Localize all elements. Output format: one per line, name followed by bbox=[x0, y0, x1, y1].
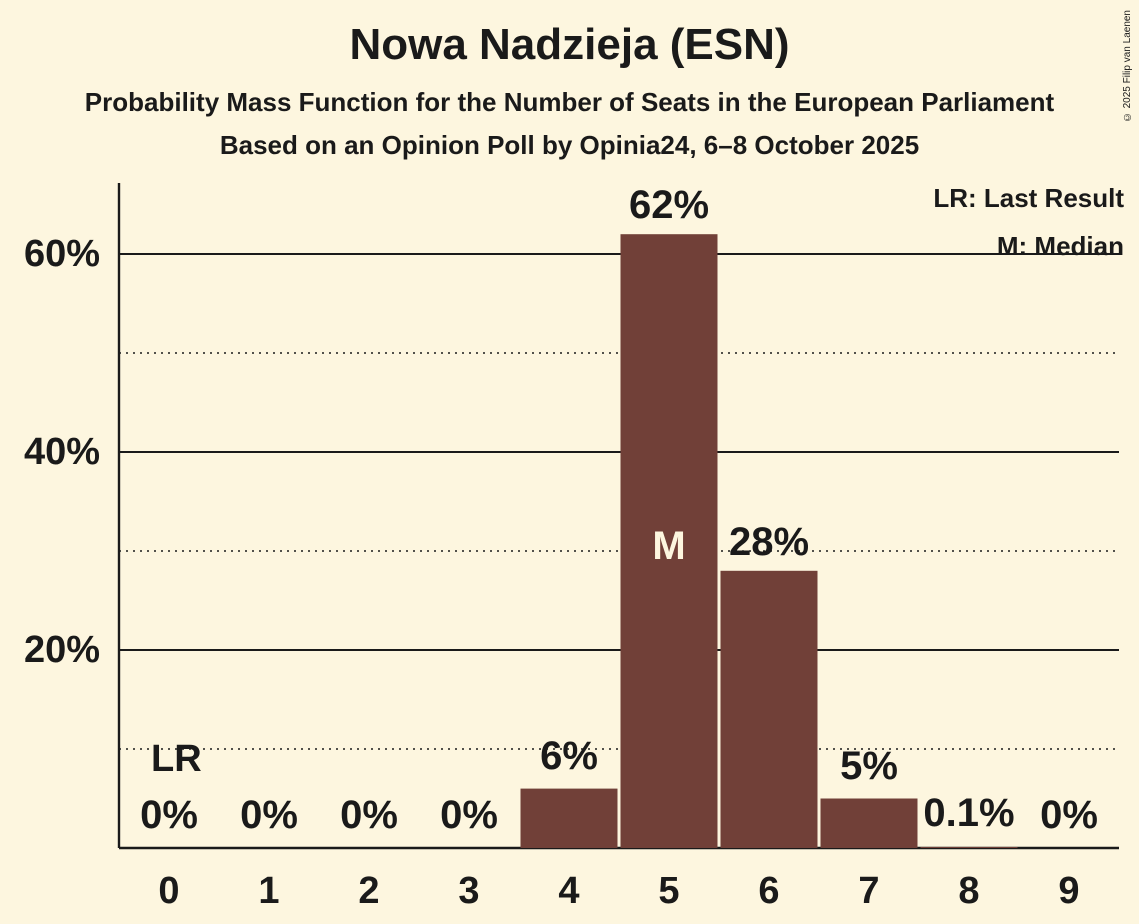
svg-text:9: 9 bbox=[1058, 870, 1079, 912]
svg-text:5: 5 bbox=[658, 870, 679, 912]
svg-text:0%: 0% bbox=[140, 793, 198, 837]
svg-text:2: 2 bbox=[358, 870, 379, 912]
svg-text:6: 6 bbox=[758, 870, 779, 912]
svg-text:5%: 5% bbox=[840, 744, 898, 788]
svg-text:3: 3 bbox=[458, 870, 479, 912]
svg-text:40%: 40% bbox=[24, 431, 100, 473]
svg-text:LR: Last Result: LR: Last Result bbox=[933, 183, 1124, 213]
svg-text:1: 1 bbox=[258, 870, 279, 912]
svg-text:28%: 28% bbox=[729, 520, 809, 564]
svg-text:0: 0 bbox=[158, 870, 179, 912]
svg-text:M: M bbox=[652, 524, 685, 568]
svg-text:0.1%: 0.1% bbox=[923, 791, 1014, 835]
svg-text:60%: 60% bbox=[24, 233, 100, 275]
svg-text:8: 8 bbox=[958, 870, 979, 912]
svg-text:0%: 0% bbox=[340, 793, 398, 837]
svg-text:0%: 0% bbox=[240, 793, 298, 837]
svg-text:7: 7 bbox=[858, 870, 879, 912]
svg-text:0%: 0% bbox=[1040, 793, 1098, 837]
svg-text:0%: 0% bbox=[440, 793, 498, 837]
svg-text:LR: LR bbox=[151, 738, 202, 780]
svg-text:4: 4 bbox=[558, 870, 579, 912]
svg-text:20%: 20% bbox=[24, 629, 100, 671]
svg-text:M: Median: M: Median bbox=[997, 231, 1124, 261]
svg-text:6%: 6% bbox=[540, 734, 598, 778]
svg-text:62%: 62% bbox=[629, 183, 709, 227]
